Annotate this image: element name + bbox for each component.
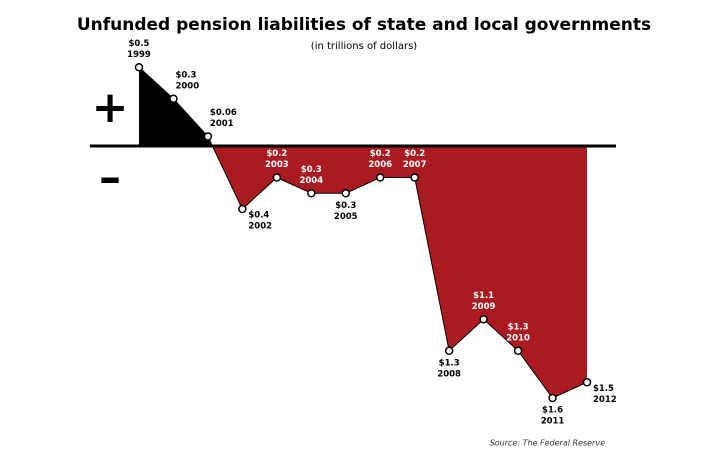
point — [341, 189, 351, 198]
point — [134, 63, 144, 72]
value-label: $1.5 — [593, 384, 614, 394]
point — [169, 94, 178, 103]
year-label: 1999 — [127, 50, 151, 60]
point — [479, 315, 488, 324]
year-label: 2004 — [299, 176, 323, 186]
point — [444, 346, 454, 355]
value-label: $0.3 — [175, 70, 196, 80]
point — [272, 173, 282, 182]
point — [582, 378, 592, 387]
chart-subtitle: (in trillions of dollars) — [311, 41, 417, 52]
point — [238, 204, 247, 214]
year-label: 2008 — [437, 369, 461, 379]
negative-area — [139, 146, 587, 398]
year-label: 2006 — [368, 160, 392, 170]
negative-sign: – — [99, 152, 121, 203]
year-label: 2007 — [403, 160, 427, 170]
point — [513, 346, 523, 355]
value-label: $0.2 — [404, 149, 425, 159]
value-label: $0.2 — [266, 149, 287, 159]
year-label: 2010 — [506, 333, 530, 343]
year-label: 2001 — [210, 119, 234, 129]
value-label: $0.5 — [129, 39, 150, 49]
value-label: $0.2 — [370, 149, 391, 159]
year-label: 2012 — [593, 395, 617, 405]
source: Source: The Federal Reserve — [490, 439, 605, 448]
chart-title: Unfunded pension liabilities of state an… — [77, 15, 651, 35]
value-label: $1.3 — [439, 358, 460, 368]
year-label: 2011 — [541, 417, 565, 427]
year-label: 2000 — [175, 81, 199, 91]
year-label: 2005 — [334, 212, 358, 222]
value-label: $0.4 — [248, 211, 269, 221]
point — [548, 393, 557, 403]
positive-area — [139, 67, 587, 146]
value-label: $0.06 — [210, 108, 237, 118]
point — [203, 132, 213, 141]
value-label: $1.3 — [508, 322, 529, 332]
point — [375, 173, 385, 182]
year-label: 2003 — [265, 160, 289, 170]
point — [410, 173, 419, 182]
value-label: $1.1 — [473, 291, 494, 301]
positive-sign: + — [92, 82, 129, 133]
year-label: 2002 — [248, 222, 272, 232]
value-label: $1.6 — [542, 406, 563, 416]
year-label: 2009 — [472, 302, 496, 312]
line — [138, 66, 588, 399]
value-label: $0.3 — [301, 165, 322, 175]
point — [307, 189, 316, 198]
value-label: $0.3 — [335, 201, 356, 211]
